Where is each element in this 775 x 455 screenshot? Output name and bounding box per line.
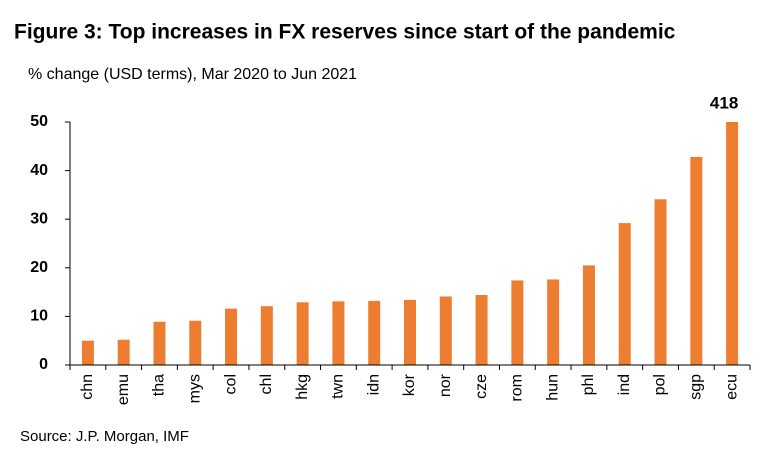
bar bbox=[582, 265, 595, 365]
bar bbox=[189, 320, 202, 365]
x-tick-label: col bbox=[222, 374, 239, 394]
bar bbox=[296, 302, 309, 365]
data-label: 418 bbox=[710, 93, 738, 112]
chart-subtitle: % change (USD terms), Mar 2020 to Jun 20… bbox=[28, 66, 357, 83]
bar bbox=[81, 340, 94, 365]
x-tick-label: tha bbox=[151, 374, 168, 396]
bar bbox=[260, 306, 273, 365]
bar bbox=[404, 299, 416, 365]
y-tick-label: 0 bbox=[39, 356, 48, 373]
x-tick-label: chl bbox=[258, 374, 275, 394]
bar bbox=[332, 301, 345, 365]
bars bbox=[81, 122, 739, 365]
y-tick-label: 30 bbox=[30, 210, 48, 227]
x-tick-label: idn bbox=[365, 374, 382, 395]
y-tick-label: 40 bbox=[30, 162, 48, 179]
bar bbox=[475, 295, 488, 365]
x-tick-label: nor bbox=[437, 373, 454, 397]
source-note: Source: J.P. Morgan, IMF bbox=[20, 428, 189, 445]
bar bbox=[368, 300, 381, 365]
x-tick-label: pol bbox=[652, 374, 669, 395]
x-tick-label: chn bbox=[79, 374, 96, 400]
x-tick-label: ind bbox=[616, 374, 633, 395]
y-tick-label: 10 bbox=[30, 308, 48, 325]
bar bbox=[654, 199, 667, 365]
x-tick-label: sgp bbox=[688, 374, 705, 400]
x-tick-label: hun bbox=[544, 374, 561, 401]
bar bbox=[117, 339, 130, 365]
y-tick-label: 20 bbox=[30, 259, 48, 276]
x-tick-label: mys bbox=[186, 374, 203, 403]
x-tick-label: hkg bbox=[294, 374, 311, 400]
bar bbox=[511, 280, 524, 365]
x-tick-label: cze bbox=[473, 374, 490, 399]
x-tick-label: rom bbox=[509, 374, 526, 402]
x-tick-label: phl bbox=[580, 374, 597, 395]
x-tick-label: ecu bbox=[723, 374, 740, 400]
x-tick-label: twn bbox=[330, 374, 347, 399]
x-tick-label: emu bbox=[115, 374, 132, 405]
bar bbox=[439, 296, 452, 365]
chart-title: Figure 3: Top increases in FX reserves s… bbox=[14, 21, 676, 44]
x-tick-label: kor bbox=[401, 373, 418, 396]
bar bbox=[153, 321, 166, 365]
bar bbox=[547, 279, 560, 365]
bar bbox=[726, 122, 739, 365]
bar bbox=[225, 308, 238, 365]
y-tick-label: 50 bbox=[30, 113, 48, 130]
bar bbox=[690, 156, 703, 365]
bar bbox=[618, 223, 631, 365]
